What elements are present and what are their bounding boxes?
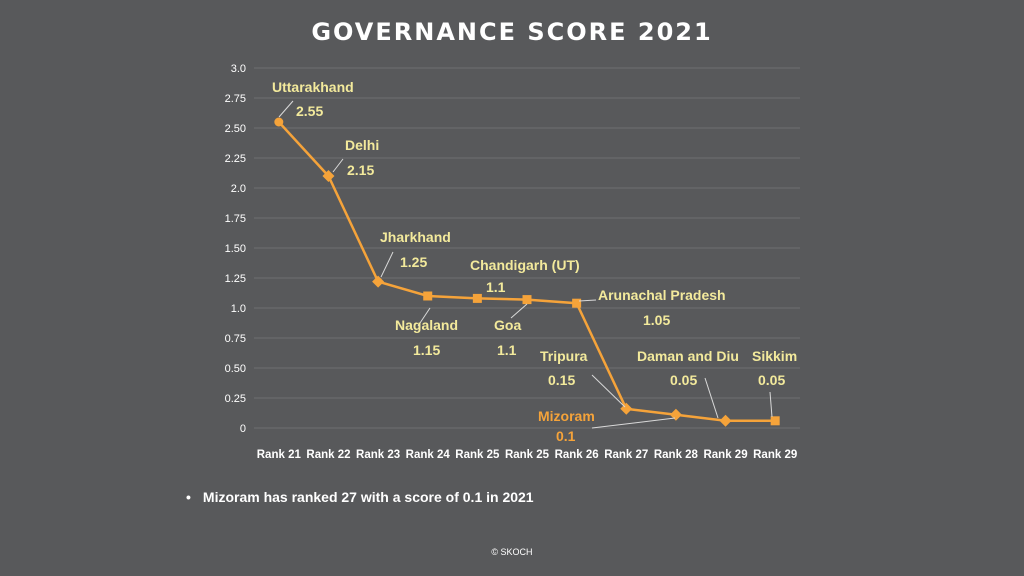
annotation-leader: [578, 299, 597, 302]
bullet-text: Mizoram has ranked 27 with a score of 0.…: [202, 489, 534, 505]
annotation-name: Chandigarh (UT): [470, 257, 580, 273]
data-point: [322, 170, 335, 182]
y-tick-label: 2.25: [225, 153, 246, 165]
y-tick-label: 2.0: [231, 183, 246, 195]
chart-title: GOVERNANCE SCORE 2021: [311, 18, 713, 46]
annotation-value: 1.25: [400, 254, 427, 270]
x-tick-label: Rank 29: [703, 449, 747, 461]
annotation-value: 1.1: [486, 279, 506, 295]
y-tick-label: 0.25: [225, 393, 246, 405]
x-tick-label: Rank 23: [356, 449, 400, 461]
x-tick-label: Rank 26: [555, 449, 599, 461]
y-tick-label: 2.50: [225, 123, 246, 135]
x-tick-label: Rank 24: [406, 449, 451, 461]
annotation-value: 0.15: [548, 372, 575, 388]
y-tick-label: 2.75: [225, 93, 246, 105]
bullet-icon: •: [186, 489, 191, 505]
y-tick-label: 1.0: [231, 303, 246, 315]
annotation-name: Nagaland: [395, 317, 458, 333]
annotation-value: 1.15: [413, 342, 440, 358]
y-tick-label: 0.50: [225, 363, 246, 375]
bullet-note: • Mizoram has ranked 27 with a score of 0…: [186, 489, 534, 505]
annotation-value: 2.55: [296, 103, 323, 119]
y-tick-label: 0.75: [225, 333, 246, 345]
y-tick-label: 0: [240, 423, 246, 435]
annotation-value: 0.05: [758, 372, 785, 388]
annotation-leader: [332, 158, 344, 173]
x-tick-label: Rank 28: [654, 449, 699, 461]
annotation-name: Mizoram: [538, 408, 595, 424]
annotation-leader: [510, 303, 528, 319]
annotation-name: Uttarakhand: [272, 79, 354, 95]
annotation-name: Sikkim: [752, 348, 797, 364]
annotation-leader: [417, 307, 431, 327]
x-tick-label: Rank 21: [257, 449, 302, 461]
annotation-value: 0.05: [670, 372, 697, 388]
data-point: [472, 293, 482, 303]
annotation-value: 1.05: [643, 312, 670, 328]
annotation-leader: [380, 251, 394, 278]
annotation-leader: [591, 374, 626, 408]
annotation-leader: [704, 377, 719, 419]
annotation-leader: [278, 100, 294, 118]
annotation-leader: [769, 391, 773, 418]
annotation-value: 0.1: [556, 428, 576, 444]
x-tick-label: Rank 27: [604, 449, 648, 461]
data-point: [274, 117, 284, 127]
data-point: [669, 408, 682, 421]
y-tick-label: 3.0: [231, 63, 246, 75]
data-point: [423, 291, 433, 301]
annotation-name: Tripura: [540, 348, 588, 364]
data-point: [770, 416, 780, 426]
y-tick-label: 1.50: [225, 243, 246, 255]
annotation-name: Delhi: [345, 137, 379, 153]
annotation-leader: [591, 417, 676, 429]
x-tick-label: Rank 29: [753, 449, 797, 461]
data-point: [572, 298, 582, 308]
x-tick-label: Rank 25: [455, 449, 500, 461]
y-tick-label: 1.25: [225, 273, 246, 285]
data-point: [719, 414, 732, 427]
x-tick-label: Rank 22: [306, 449, 350, 461]
annotation-name: Goa: [494, 317, 521, 333]
annotation-name: Arunachal Pradesh: [598, 287, 726, 303]
annotation-name: Jharkhand: [380, 229, 451, 245]
annotation-value: 2.15: [347, 162, 374, 178]
annotation-name: Daman and Diu: [637, 348, 739, 364]
data-point: [522, 295, 532, 305]
y-tick-label: 1.75: [225, 213, 246, 225]
annotation-value: 1.1: [497, 342, 517, 358]
copyright-footer: © SKOCH: [491, 547, 533, 557]
data-point: [372, 275, 385, 288]
x-tick-label: Rank 25: [505, 449, 550, 461]
